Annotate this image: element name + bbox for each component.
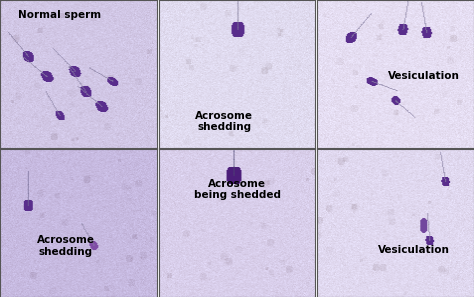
Text: Vesiculation: Vesiculation	[388, 71, 460, 81]
Text: Normal sperm: Normal sperm	[18, 10, 101, 20]
Text: Acrosome
being shedded: Acrosome being shedded	[193, 179, 281, 200]
Text: Vesiculation: Vesiculation	[378, 245, 450, 255]
Text: Acrosome
shedding: Acrosome shedding	[195, 111, 254, 132]
Text: Acrosome
shedding: Acrosome shedding	[37, 235, 95, 257]
